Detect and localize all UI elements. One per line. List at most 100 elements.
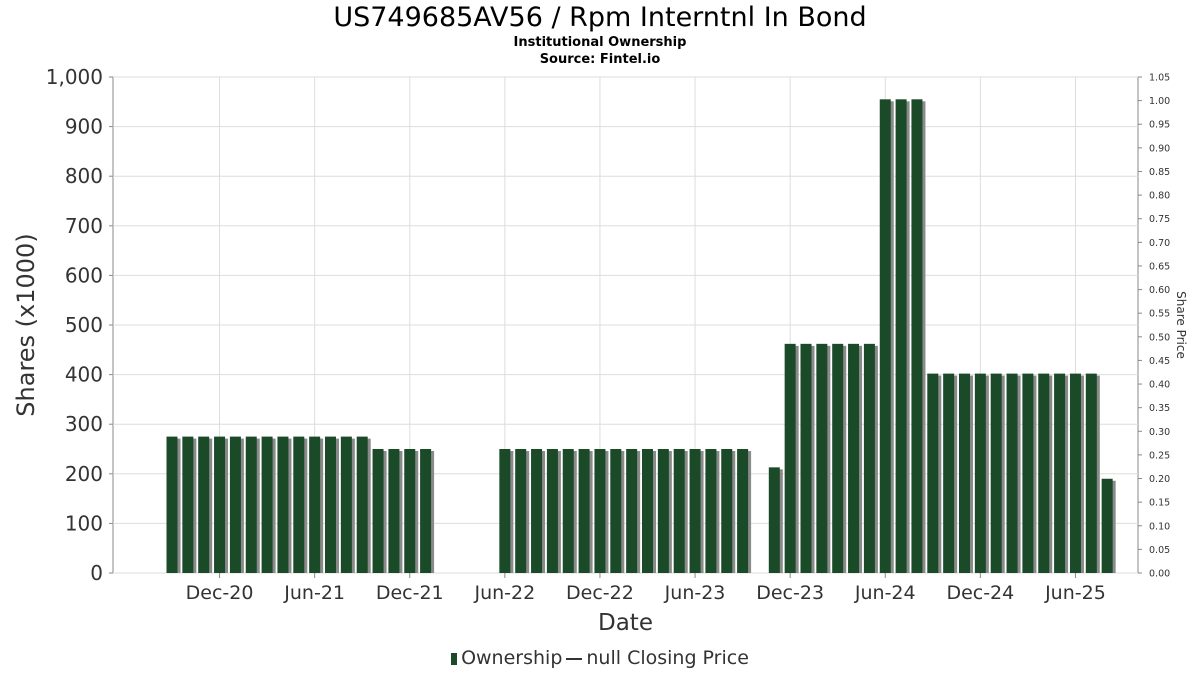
bar	[182, 436, 194, 573]
y-tick-label: 300	[65, 412, 103, 436]
y2-tick-label: 0.00	[1149, 569, 1170, 580]
bar	[642, 449, 653, 573]
y-tick-label: 400	[65, 363, 103, 387]
x-tick-label: Dec-21	[376, 582, 444, 604]
bar	[721, 449, 733, 573]
bar	[705, 449, 717, 573]
bar	[1006, 373, 1018, 573]
y2-tick-label: 0.40	[1149, 380, 1170, 391]
bar	[927, 373, 939, 573]
x-tick-label: Dec-23	[756, 582, 824, 604]
y-tick-label: 600	[65, 263, 103, 287]
y2-tick-label: 0.15	[1149, 498, 1170, 509]
bar	[610, 449, 622, 573]
y2-tick-label: 0.45	[1149, 356, 1170, 367]
bar	[594, 449, 606, 573]
bar	[832, 343, 844, 573]
bar	[388, 449, 400, 573]
bar	[816, 343, 828, 573]
bar	[689, 449, 701, 573]
bar	[1022, 373, 1034, 573]
bar	[1085, 373, 1097, 573]
bar	[959, 373, 970, 573]
bar	[974, 373, 986, 573]
bar	[911, 99, 923, 573]
x-tick-label: Dec-22	[566, 582, 634, 604]
y2-tick-label: 0.30	[1149, 427, 1170, 438]
x-tick-label: Dec-24	[946, 582, 1014, 604]
bar	[737, 449, 749, 573]
bar	[245, 436, 257, 573]
legend: Ownership null Closing Price	[0, 647, 1200, 669]
y2-tick-label: 0.35	[1149, 403, 1170, 414]
bar	[578, 449, 590, 573]
chart-subtitle-2: Source: Fintel.io	[539, 52, 661, 67]
x-tick-label: Jun-22	[473, 582, 535, 604]
bar	[768, 467, 780, 573]
bar	[372, 449, 384, 573]
x-axis-label: Date	[598, 610, 653, 636]
bar	[800, 343, 812, 573]
bar	[198, 436, 210, 573]
bar	[943, 373, 955, 573]
y2-tick-label: 1.00	[1149, 96, 1170, 107]
y2-tick-label: 0.55	[1149, 309, 1170, 320]
chart-title: US749685AV56 / Rpm Interntnl In Bond	[333, 2, 867, 33]
legend-ownership-swatch	[451, 652, 458, 665]
y2-tick-label: 0.25	[1149, 450, 1170, 461]
x-tick-label: Jun-21	[283, 582, 345, 604]
x-tick-label: Jun-25	[1044, 582, 1106, 604]
chart-subtitle-1: Institutional Ownership	[513, 35, 687, 50]
bar	[325, 436, 336, 573]
y-tick-label: 200	[65, 462, 103, 486]
bar	[214, 436, 226, 573]
y-tick-label: 500	[65, 313, 103, 337]
y2-tick-label: 0.70	[1149, 238, 1170, 249]
bar	[515, 449, 527, 573]
bar	[1069, 373, 1081, 573]
x-tick-label: Jun-23	[664, 582, 726, 604]
y2-tick-label: 0.65	[1149, 261, 1170, 272]
y2-tick-label: 0.80	[1149, 191, 1170, 202]
y2-tick-label: 0.75	[1149, 214, 1170, 225]
y-tick-label: 800	[65, 164, 103, 188]
legend-price-line	[566, 657, 583, 660]
y-tick-label: 900	[65, 115, 103, 139]
bar	[848, 343, 860, 573]
bar	[261, 436, 273, 573]
bar	[673, 449, 685, 573]
y2-axis-label: Share Price	[1174, 291, 1188, 359]
bar	[784, 343, 796, 573]
y2-tick-label: 0.10	[1149, 521, 1170, 532]
bar	[277, 436, 289, 573]
y-tick-label: 700	[65, 214, 103, 238]
y2-tick-label: 0.50	[1149, 332, 1170, 343]
bar	[499, 449, 511, 573]
bar	[531, 449, 543, 573]
y2-tick-label: 0.05	[1149, 545, 1170, 556]
y-tick-label: 100	[65, 511, 103, 535]
y2-tick-label: 0.60	[1149, 285, 1170, 296]
y2-tick-label: 0.90	[1149, 143, 1170, 154]
bar	[420, 449, 432, 573]
bar	[863, 343, 875, 573]
bar	[404, 449, 416, 573]
bar	[1038, 373, 1050, 573]
x-tick-label: Jun-24	[854, 582, 916, 604]
y2-tick-label: 1.05	[1149, 73, 1170, 84]
bar	[309, 436, 321, 573]
legend-ownership-label: Ownership	[461, 647, 563, 669]
bar	[293, 436, 305, 573]
y-axis-label: Shares (x1000)	[12, 233, 40, 416]
bar	[1101, 478, 1113, 573]
bar	[879, 99, 891, 573]
bar	[990, 373, 1002, 573]
y2-tick-label: 0.85	[1149, 167, 1170, 178]
y2-tick-label: 0.20	[1149, 474, 1170, 485]
bar	[626, 449, 638, 573]
x-tick-label: Dec-20	[186, 582, 254, 604]
y-tick-label: 0	[90, 561, 103, 585]
bar	[1054, 373, 1066, 573]
y-tick-label: 1,000	[46, 65, 103, 89]
